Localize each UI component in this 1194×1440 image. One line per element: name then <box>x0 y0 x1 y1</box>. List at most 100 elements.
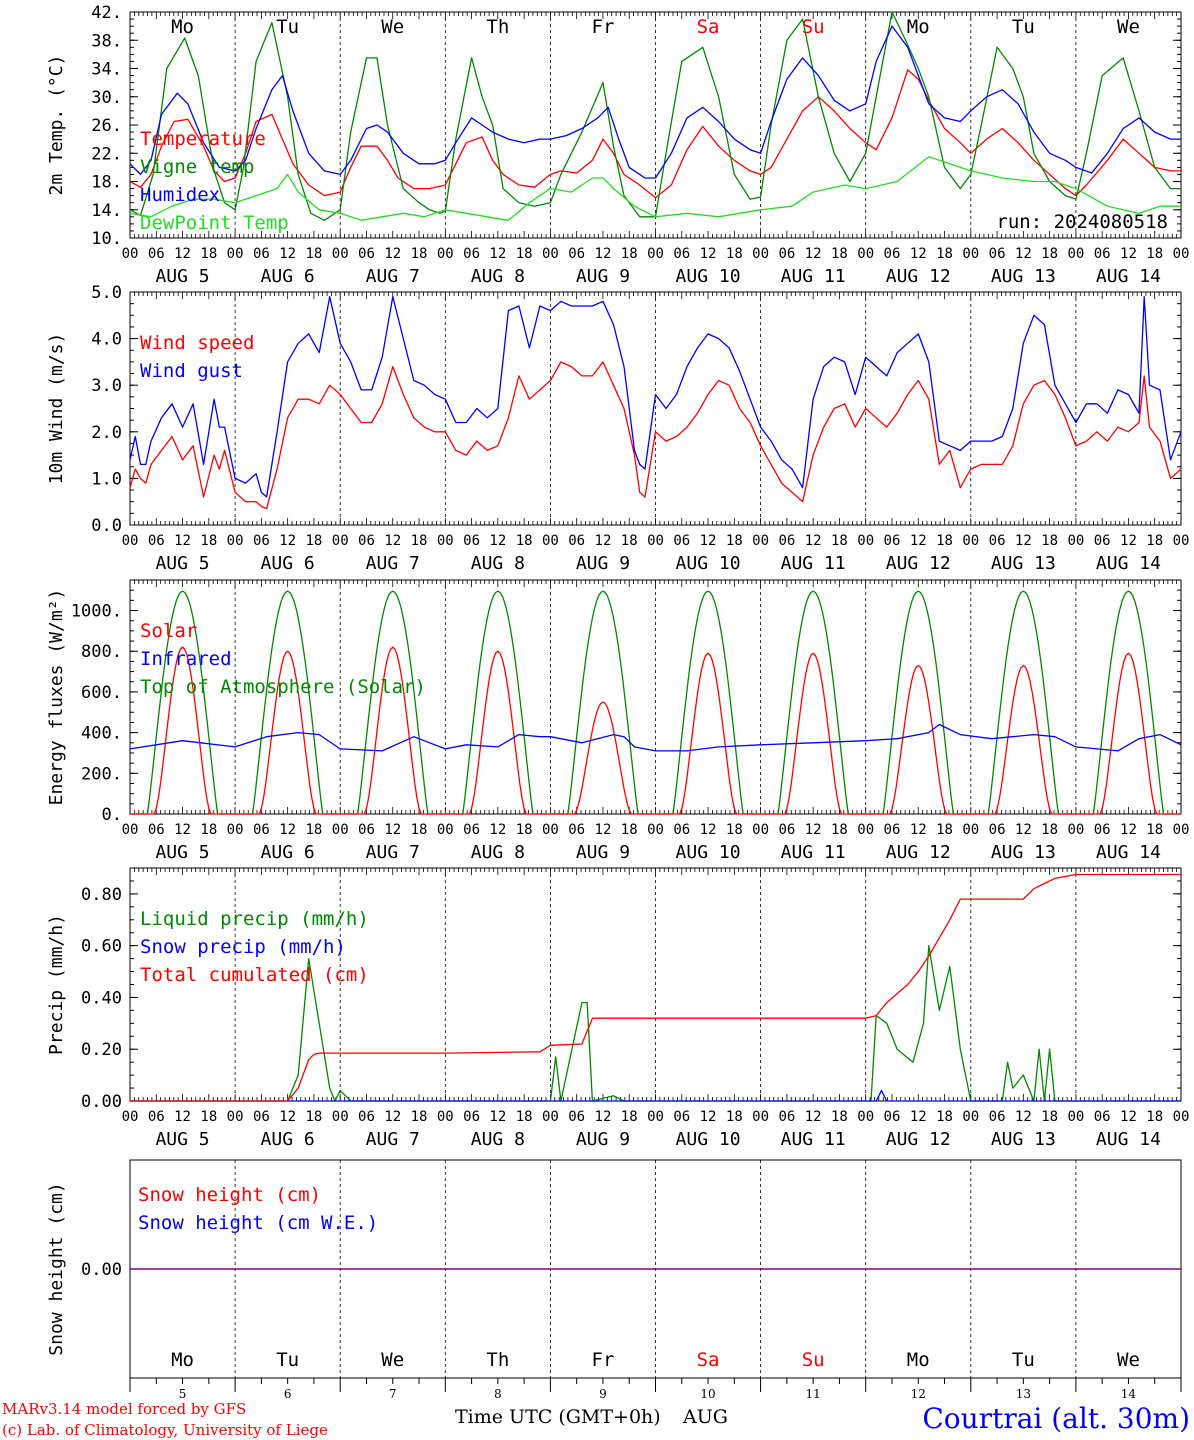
weekday-label: We <box>381 16 404 38</box>
hour-label: 12 <box>279 1109 296 1125</box>
hour-label: 18 <box>200 822 217 838</box>
hour-label: 12 <box>279 246 296 262</box>
hour-label: 00 <box>227 1109 244 1125</box>
hour-label: 00 <box>857 533 874 549</box>
series-liquid-precip-mm-h- <box>130 945 1181 1102</box>
hour-label: 06 <box>568 1109 585 1125</box>
y-tick-label: 800. <box>81 642 122 662</box>
hour-label: 00 <box>752 1109 769 1125</box>
panel-1: 2m Temp. (°C) <box>46 11 1182 239</box>
date-label: AUG 11 <box>781 553 846 574</box>
hour-label: 18 <box>516 822 533 838</box>
date-label: AUG 13 <box>991 842 1056 863</box>
hour-label: 06 <box>989 1109 1006 1125</box>
hour-label: 06 <box>358 533 375 549</box>
y-tick-label: 2.0 <box>91 423 122 443</box>
hour-label: 00 <box>542 246 559 262</box>
y-axis-label: Precip (mm/h) <box>46 914 67 1055</box>
series-total-cumulated-cm- <box>130 873 1181 1102</box>
hour-label: 12 <box>174 822 191 838</box>
day-number-label: 11 <box>806 1387 821 1401</box>
hour-label: 06 <box>778 822 795 838</box>
hour-label: 00 <box>1173 822 1190 838</box>
legend-entry: Snow height (cm) <box>138 1184 321 1206</box>
hour-label: 12 <box>595 822 612 838</box>
hour-label: 00 <box>227 246 244 262</box>
hour-label: 00 <box>647 1109 664 1125</box>
hour-label: 12 <box>910 1109 927 1125</box>
y-tick-label: 30. <box>91 88 122 108</box>
hour-label: 12 <box>805 246 822 262</box>
hour-label: 12 <box>1120 822 1137 838</box>
hour-label: 06 <box>673 533 690 549</box>
hour-label: 12 <box>279 822 296 838</box>
station-label: Courtrai (alt. 30m) <box>922 1402 1190 1435</box>
hour-label: 18 <box>1146 246 1163 262</box>
hour-label: 00 <box>122 533 139 549</box>
hour-label: 12 <box>489 533 506 549</box>
hour-label: 18 <box>1146 533 1163 549</box>
date-label: AUG 8 <box>471 842 525 863</box>
hour-label: 12 <box>1120 246 1137 262</box>
weekday-label: We <box>1117 1349 1140 1371</box>
hour-label: 00 <box>857 1109 874 1125</box>
date-label: AUG 5 <box>155 1129 209 1150</box>
hour-label: 12 <box>1120 1109 1137 1125</box>
hour-label: 12 <box>279 533 296 549</box>
hour-label: 00 <box>752 822 769 838</box>
date-label: AUG 14 <box>1096 266 1161 287</box>
hour-label: 18 <box>305 1109 322 1125</box>
hour-label: 18 <box>305 533 322 549</box>
hour-label: 06 <box>253 822 270 838</box>
weekday-label: Tu <box>1012 16 1035 38</box>
run-label: run: 2024080518 <box>996 211 1168 233</box>
hour-label: 18 <box>1041 533 1058 549</box>
hour-label: 18 <box>1146 822 1163 838</box>
date-label: AUG 9 <box>576 842 630 863</box>
weekday-label: Fr <box>592 16 615 38</box>
hour-label: 06 <box>989 246 1006 262</box>
weekday-label: We <box>381 1349 404 1371</box>
hour-label: 06 <box>358 246 375 262</box>
date-label: AUG 12 <box>886 266 951 287</box>
hour-label: 12 <box>384 822 401 838</box>
hour-label: 18 <box>411 1109 428 1125</box>
hour-label: 18 <box>200 246 217 262</box>
hour-label: 00 <box>962 822 979 838</box>
date-label: AUG 7 <box>366 842 420 863</box>
legend-entry: DewPoint Temp <box>140 212 289 234</box>
date-label: AUG 9 <box>576 266 630 287</box>
hour-label: 12 <box>489 1109 506 1125</box>
y-tick-label: 0. <box>102 805 122 825</box>
weekday-label: Tu <box>276 16 299 38</box>
legend-entry: Liquid precip (mm/h) <box>140 908 369 930</box>
hour-label: 12 <box>805 822 822 838</box>
y-tick-label: 26. <box>91 116 122 136</box>
credit-line-2: (c) Lab. of Climatology, University of L… <box>2 1421 328 1439</box>
hour-label: 06 <box>148 822 165 838</box>
date-label: AUG 8 <box>471 553 525 574</box>
hour-label: 12 <box>174 1109 191 1125</box>
hour-label: 00 <box>122 1109 139 1125</box>
hour-label: 00 <box>752 246 769 262</box>
hour-label: 18 <box>936 822 953 838</box>
hour-label: 06 <box>148 246 165 262</box>
hour-label: 00 <box>1067 822 1084 838</box>
y-axis-label: 10m Wind (m/s) <box>46 333 67 485</box>
y-tick-label: 600. <box>81 683 122 703</box>
weekday-label: Su <box>802 16 825 38</box>
series-solar <box>130 646 1181 815</box>
hour-label: 00 <box>1067 246 1084 262</box>
hour-label: 18 <box>1041 822 1058 838</box>
day-number-label: 9 <box>599 1387 607 1401</box>
series-snow-precip-mm-h- <box>130 1089 1181 1102</box>
hour-label: 12 <box>1015 1109 1032 1125</box>
date-label: AUG 11 <box>781 1129 846 1150</box>
date-label: AUG 8 <box>471 266 525 287</box>
hour-label: 06 <box>1094 533 1111 549</box>
hour-label: 00 <box>332 246 349 262</box>
y-tick-label: 0.20 <box>81 1040 122 1060</box>
weekday-label: Mo <box>171 16 194 38</box>
hour-label: 00 <box>542 533 559 549</box>
hour-label: 18 <box>411 533 428 549</box>
